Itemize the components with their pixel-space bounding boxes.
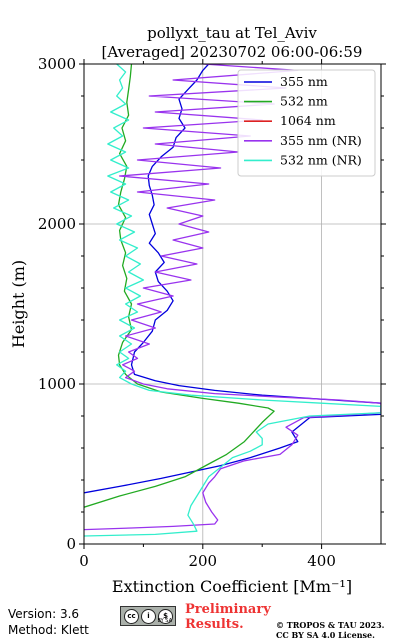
extinction-profile-chart: pollyxt_tau at Tel_Aviv [Averaged] 20230… [9,24,386,596]
copyright-line-2: CC BY SA 4.0 License. [276,630,375,640]
legend: 355 nm 532 nm 1064 nm 355 nm (NR) 532 nm (NR… [237,69,376,177]
cc-license-badge: cc i $ BY SA [120,606,176,626]
y-tick-label: 2000 [38,215,76,233]
chart-title: pollyxt_tau at Tel_Aviv [147,24,317,42]
preliminary-line-1: Preliminary [185,602,271,617]
preliminary-results-note: Preliminary Results. [185,602,271,632]
series-line-532-nm [84,64,275,508]
version-text: Version: 3.6 [8,607,80,621]
copyright-note: © TROPOS & TAU 2023. CC BY SA 4.0 Licens… [276,620,384,640]
copyright-line-1: © TROPOS & TAU 2023. [276,620,385,630]
share-alike-icon: $ [158,608,173,624]
series-line-355-nm-nr- [84,64,381,531]
y-tick-label: 0 [66,535,76,553]
legend-label: 532 nm [280,94,328,109]
series-line-532-nm-nr- [84,64,381,537]
x-tick-label: 400 [307,552,336,570]
y-tick-label: 1000 [38,375,76,393]
legend-label: 532 nm (NR) [280,152,362,167]
cc-icon: cc [124,608,139,624]
legend-box [237,69,376,177]
legend-label: 1064 nm [280,113,336,128]
x-tick-label: 0 [79,552,89,570]
legend-label: 355 nm (NR) [280,133,362,148]
method-text: Method: Klett [8,623,89,637]
license-badge-text: BY SA [157,618,173,624]
footer-info: Version: 3.6 Method: Klett [8,606,89,638]
plot-frame [83,63,382,545]
y-axis-label: Height (m) [9,260,28,348]
legend-label: 355 nm [280,74,328,89]
chart-subtitle: [Averaged] 20230702 06:00-06:59 [102,43,363,61]
axis-ticks: 0 200 400 0 1000 2000 3000 [38,55,386,570]
x-tick-label: 200 [188,552,217,570]
preliminary-line-2: Results. [185,617,244,632]
y-tick-label: 3000 [38,55,76,73]
x-axis-label: Extinction Coefficient [Mm⁻¹] [112,577,352,596]
attribution-icon: i [141,608,156,624]
series-layer [84,64,381,537]
